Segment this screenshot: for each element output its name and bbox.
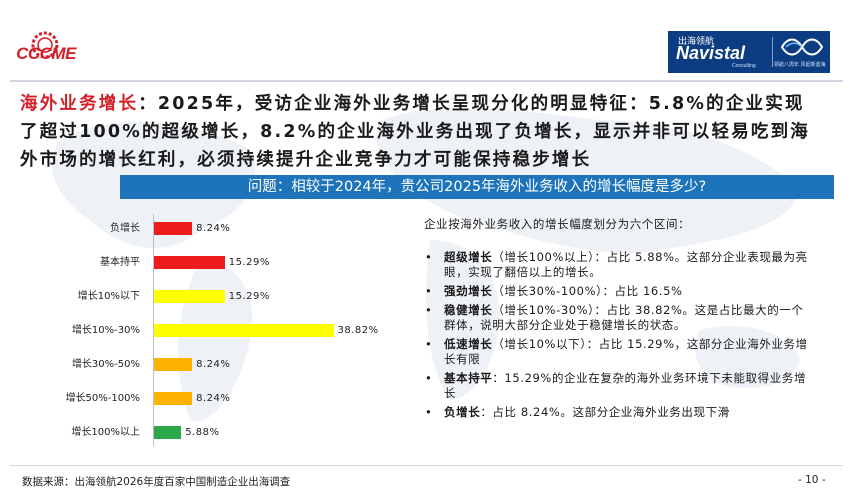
category-label: 负增长 — [110, 223, 140, 234]
bullet-icon: • — [425, 303, 433, 317]
value-label: 8.24% — [196, 393, 231, 404]
value-label: 8.24% — [196, 223, 231, 234]
category-label: 基本持平 — [100, 257, 140, 268]
chart-bar — [154, 358, 193, 371]
item-text: ：占比 8.24%。这部分企业海外业务出现下滑 — [480, 405, 730, 419]
list-item: • 低速增长（增长10%以下）：占比 15.29%，这部分企业海外业务增长有限 — [424, 337, 814, 367]
chart-axis — [153, 214, 154, 446]
chart-row: 增长30%-50% 8.24% — [10, 350, 400, 380]
navistal-logo: 出海领航 Navistal Consulting 领航八周年 风起新蓝海 — [668, 31, 830, 73]
logo-left-text: CCCME — [16, 44, 76, 63]
chart-bar — [154, 324, 334, 337]
category-label: 增长10%以下 — [77, 291, 140, 302]
header-divider — [10, 80, 843, 82]
category-label: 增长50%-100% — [65, 393, 140, 404]
chart-bar — [154, 222, 193, 235]
value-label: 5.88% — [185, 427, 220, 438]
logo-right-sub: Consulting — [732, 63, 756, 69]
chart-bar — [154, 290, 225, 303]
footer-divider — [10, 465, 843, 466]
value-label: 15.29% — [228, 291, 270, 302]
list-item: • 强劲增长（增长30%-100%）：占比 16.5% — [424, 284, 814, 299]
headline-paragraph: 海外业务增长：2025年，受访企业海外业务增长呈现分化的明显特征：5.8%的企业… — [20, 90, 820, 174]
logo-right-cn: 出海领航 — [678, 37, 715, 47]
item-label: 强劲增长 — [444, 284, 493, 298]
category-label: 增长30%-50% — [71, 359, 140, 370]
explanation-panel: 企业按海外业务收入的增长幅度划分为六个区间： • 超级增长（增长100%以上）：占… — [424, 216, 814, 424]
chart-bar — [154, 256, 225, 269]
chart-row: 增长10%-30% 38.82% — [10, 316, 400, 346]
bullet-icon: • — [425, 405, 433, 419]
chart-row: 增长100%以上 5.88% — [10, 418, 400, 448]
logo-right-en: Navistal — [676, 43, 746, 63]
infinity-wave-icon — [780, 38, 824, 56]
chart-row: 负增长 8.24% — [10, 214, 400, 244]
bullet-icon: • — [425, 284, 433, 298]
item-label: 基本持平 — [444, 371, 493, 385]
chart-row: 增长50%-100% 8.24% — [10, 384, 400, 414]
item-text: （增长10%以下）：占比 15.29%，这部分企业海外业务增长有限 — [444, 337, 808, 366]
category-label: 增长100%以上 — [71, 427, 140, 438]
headline-text: ：2025年，受访企业海外业务增长呈现分化的明显特征：5.8%的企业实现了超过1… — [20, 94, 810, 170]
growth-bar-chart: 负增长 8.24% 基本持平 15.29% 增长10%以下 15.29% 增长10%-30%… — [10, 210, 400, 450]
item-text: （增长100%以上）：占比 5.88%。这部分企业表现最为亮眼，实现了翻倍以上的… — [444, 250, 808, 279]
item-text: （增长10%-30%）：占比 38.82%。这是占比最大的一个群体，说明大部分企… — [444, 303, 804, 332]
item-label: 负增长 — [444, 405, 481, 419]
category-list: • 超级增长（增长100%以上）：占比 5.88%。这部分企业表现最为亮眼，实现了… — [424, 250, 814, 420]
list-item: • 基本持平：15.29%的企业在复杂的海外业务环境下未能取得业务增长 — [424, 371, 814, 401]
question-banner: 问题：相较于2024年，贵公司2025年海外业务收入的增长幅度是多少? — [120, 175, 834, 199]
bullet-icon: • — [425, 371, 433, 385]
item-label: 稳健增长 — [444, 303, 493, 317]
list-item: • 负增长：占比 8.24%。这部分企业海外业务出现下滑 — [424, 405, 814, 420]
chart-row: 基本持平 15.29% — [10, 248, 400, 278]
value-label: 38.82% — [337, 325, 379, 336]
cccme-logo: CCCME — [12, 28, 80, 80]
item-text: （增长30%-100%）：占比 16.5% — [492, 284, 683, 298]
item-label: 超级增长 — [444, 250, 493, 264]
item-text: ：15.29%的企业在复杂的海外业务环境下未能取得业务增长 — [444, 371, 807, 400]
headline-key: 海外业务增长 — [20, 94, 139, 114]
bullet-icon: • — [425, 337, 433, 351]
chart-bar — [154, 392, 193, 405]
item-label: 低速增长 — [444, 337, 493, 351]
gear-ring-icon — [31, 31, 59, 59]
value-label: 15.29% — [228, 257, 270, 268]
logo-right-tagline: 领航八周年 风起新蓝海 — [774, 62, 826, 68]
data-source: 数据来源：出海领航2026年度百家中国制造企业出海调查 — [22, 476, 291, 488]
bullet-icon: • — [425, 250, 433, 264]
list-item: • 稳健增长（增长10%-30%）：占比 38.82%。这是占比最大的一个群体，说… — [424, 303, 814, 333]
value-label: 8.24% — [196, 359, 231, 370]
chart-row: 增长10%以下 15.29% — [10, 282, 400, 312]
chart-bar — [154, 426, 182, 439]
category-label: 增长10%-30% — [71, 325, 140, 336]
page-number: - 10 - — [798, 474, 826, 486]
list-item: • 超级增长（增长100%以上）：占比 5.88%。这部分企业表现最为亮眼，实现了… — [424, 250, 814, 280]
logo-divider — [772, 37, 773, 67]
panel-intro: 企业按海外业务收入的增长幅度划分为六个区间： — [424, 217, 691, 231]
